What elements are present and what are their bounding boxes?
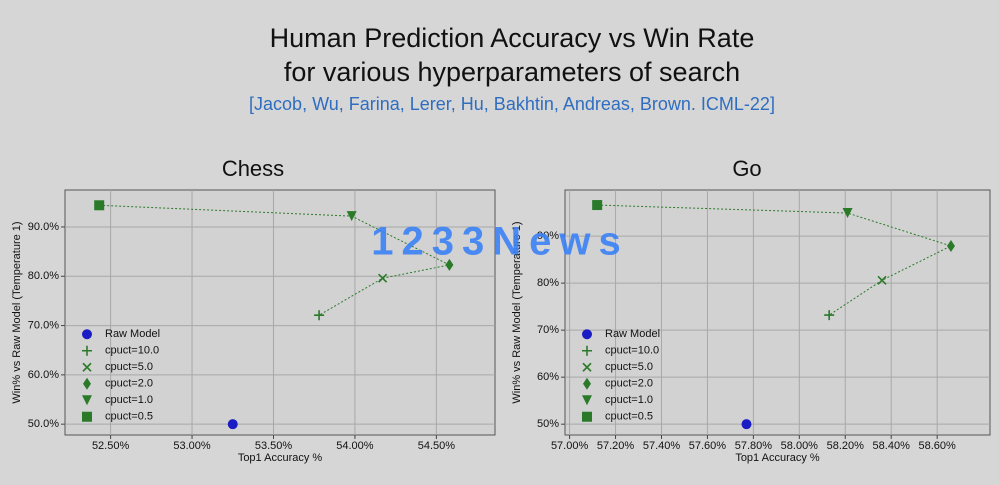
data-point — [877, 275, 887, 285]
legend-marker — [582, 395, 592, 406]
x-tick-label: 57.40% — [643, 440, 681, 452]
data-point — [227, 419, 238, 430]
data-point — [741, 419, 752, 430]
legend-label: cpuct=2.0 — [105, 378, 153, 390]
x-tick-label: 57.00% — [551, 440, 589, 452]
data-point — [824, 310, 835, 321]
citation: [Jacob, Wu, Farina, Lerer, Hu, Bakhtin, … — [249, 94, 775, 114]
data-point — [592, 200, 603, 211]
y-tick-label: 50% — [537, 418, 559, 430]
legend-label: cpuct=1.0 — [105, 394, 153, 406]
x-tick-label: 58.20% — [827, 440, 865, 452]
connector-line — [597, 204, 953, 316]
y-axis-label: Win% vs Raw Model (Temperature 1) — [511, 221, 523, 403]
chart-title: Chess — [222, 156, 284, 181]
legend-marker — [82, 411, 92, 422]
legend-label: cpuct=1.0 — [605, 394, 653, 406]
x-axis-label: Top1 Accuracy % — [238, 452, 323, 464]
legend-label: cpuct=10.0 — [605, 345, 659, 357]
x-tick-label: 57.60% — [689, 440, 727, 452]
y-tick-label: 70% — [537, 324, 559, 336]
x-tick-label: 57.20% — [597, 440, 635, 452]
slide-title: Human Prediction Accuracy vs Win Rate — [270, 23, 755, 53]
legend-label: cpuct=10.0 — [105, 345, 159, 357]
legend-marker — [82, 329, 92, 340]
x-axis-label: Top1 Accuracy % — [735, 452, 820, 464]
x-tick-label: 58.60% — [919, 440, 957, 452]
x-tick-label: 54.00% — [336, 440, 374, 452]
legend-label: Raw Model — [605, 328, 660, 340]
y-tick-label: 90% — [537, 230, 559, 242]
y-tick-label: 70.0% — [28, 319, 59, 331]
plot-area — [64, 189, 496, 436]
legend-marker — [82, 345, 92, 356]
data-point — [946, 239, 955, 252]
x-tick-label: 54.50% — [418, 440, 456, 452]
y-tick-label: 80% — [537, 277, 559, 289]
legend-marker — [583, 377, 591, 390]
data-point — [842, 208, 853, 219]
data-point — [94, 200, 105, 211]
legend-marker — [582, 329, 592, 340]
x-tick-label: 58.40% — [873, 440, 911, 452]
legend-label: cpuct=5.0 — [605, 361, 653, 373]
x-tick-label: 53.50% — [255, 440, 293, 452]
y-tick-label: 90.0% — [28, 221, 59, 233]
watermark: 1233News — [371, 220, 628, 264]
legend-marker — [582, 345, 592, 356]
legend-label: cpuct=2.0 — [605, 378, 653, 390]
legend-label: cpuct=5.0 — [105, 361, 153, 373]
legend-label: cpuct=0.5 — [105, 411, 153, 423]
legend-marker — [82, 395, 92, 406]
legend-marker — [82, 362, 92, 372]
y-tick-label: 80.0% — [28, 270, 59, 282]
legend-marker — [582, 411, 592, 422]
chart-title: Go — [732, 156, 761, 181]
data-point — [378, 273, 388, 283]
legend-label: cpuct=0.5 — [605, 411, 653, 423]
x-tick-label: 58.00% — [781, 440, 819, 452]
x-tick-label: 53.00% — [173, 440, 211, 452]
slide-title: for various hyperparameters of search — [284, 57, 740, 87]
y-tick-label: 60% — [537, 371, 559, 383]
legend-marker — [83, 377, 91, 390]
data-point — [314, 310, 325, 321]
data-point — [445, 258, 454, 271]
x-tick-label: 57.80% — [735, 440, 773, 452]
y-tick-label: 50.0% — [28, 418, 59, 430]
x-tick-label: 52.50% — [92, 440, 130, 452]
legend-label: Raw Model — [105, 328, 160, 340]
y-axis-label: Win% vs Raw Model (Temperature 1) — [11, 221, 23, 403]
y-tick-label: 60.0% — [28, 369, 59, 381]
legend-marker — [582, 362, 592, 372]
data-point — [346, 211, 357, 222]
plot-area — [564, 189, 991, 436]
